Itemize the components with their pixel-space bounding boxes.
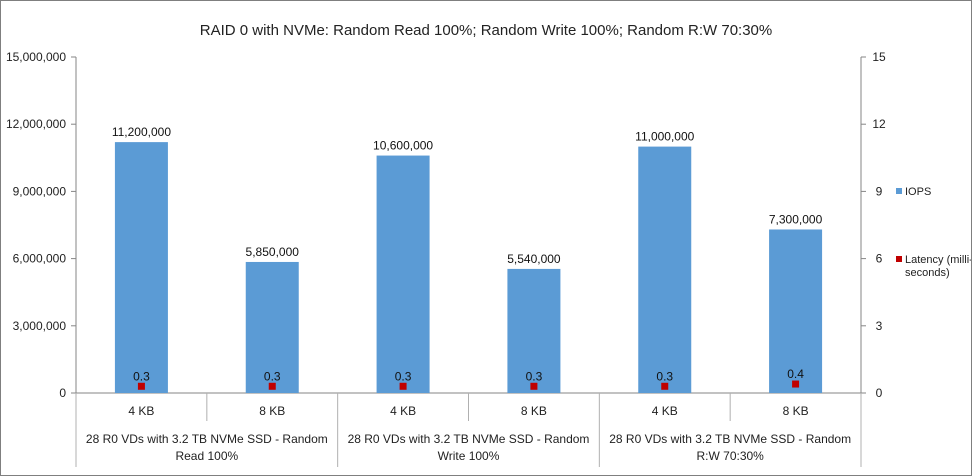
latency-data-label: 0.3 [264,369,281,383]
iops-bar [114,142,168,393]
group-label-line1: 28 R0 VDs with 3.2 TB NVMe SSD - Random [348,432,590,446]
latency-marker [792,380,800,388]
group-label-line1: 28 R0 VDs with 3.2 TB NVMe SSD - Random [609,432,851,446]
iops-data-label: 7,300,000 [769,212,823,226]
iops-bar [376,155,430,393]
plot-area: 0 3,000,000 6,000,000 9,000,000 12,000,000 15… [6,50,886,467]
category-label: 4 KB [652,404,678,418]
group-label-line2: Write 100% [438,449,500,463]
latency-marker [137,382,145,390]
group-label-line1: 28 R0 VDs with 3.2 TB NVMe SSD - Random [86,432,328,446]
iops-bar [638,146,692,393]
legend-latency-swatch [896,256,902,262]
chart-title: RAID 0 with NVMe: Random Read 100%; Rand… [200,22,772,39]
legend-iops-label: IOPS [905,186,931,198]
iops-data-label: 5,850,000 [246,245,300,259]
left-y-tick-label: 12,000,000 [6,117,66,131]
latency-data-label: 0.3 [526,369,543,383]
left-y-tick-label: 6,000,000 [13,252,67,266]
left-y-tick-label: 3,000,000 [13,319,67,333]
latency-data-label: 0.4 [787,367,804,381]
iops-data-label: 11,000,000 [635,130,694,144]
latency-marker [530,382,538,390]
legend-latency-label-line2: seconds) [905,267,950,279]
category-label: 4 KB [390,404,416,418]
legend-latency-label-line1: Latency (milli- [905,254,971,266]
right-y-tick-label: 3 [876,319,883,333]
group-label-line2: R:W 70:30% [696,449,764,463]
left-y-tick-label: 15,000,000 [6,50,66,64]
category-label: 8 KB [521,404,547,418]
right-y-tick-label: 9 [876,184,883,198]
category-label: 4 KB [128,404,154,418]
iops-data-label: 11,200,000 [112,125,171,139]
category-label: 8 KB [783,404,809,418]
iops-bar [507,268,561,393]
legend: IOPS Latency (milli- seconds) [896,186,971,279]
iops-bar [245,261,299,393]
left-y-tick-label: 9,000,000 [13,184,67,198]
iops-data-label: 10,600,000 [373,139,433,153]
latency-marker [661,382,669,390]
category-label: 8 KB [259,404,285,418]
latency-marker [268,382,276,390]
right-y-tick-label: 6 [876,252,883,266]
iops-bar [769,229,823,393]
right-y-tick-label: 0 [876,386,883,400]
legend-iops-swatch [896,188,902,194]
left-y-tick-label: 0 [59,386,66,400]
latency-marker [399,382,407,390]
group-label-line2: Read 100% [175,449,238,463]
iops-data-label: 5,540,000 [507,252,561,266]
latency-data-label: 0.3 [133,369,150,383]
latency-data-label: 0.3 [395,369,412,383]
right-y-tick-label: 15 [872,50,886,64]
right-y-tick-label: 12 [872,117,886,131]
latency-data-label: 0.3 [656,369,673,383]
